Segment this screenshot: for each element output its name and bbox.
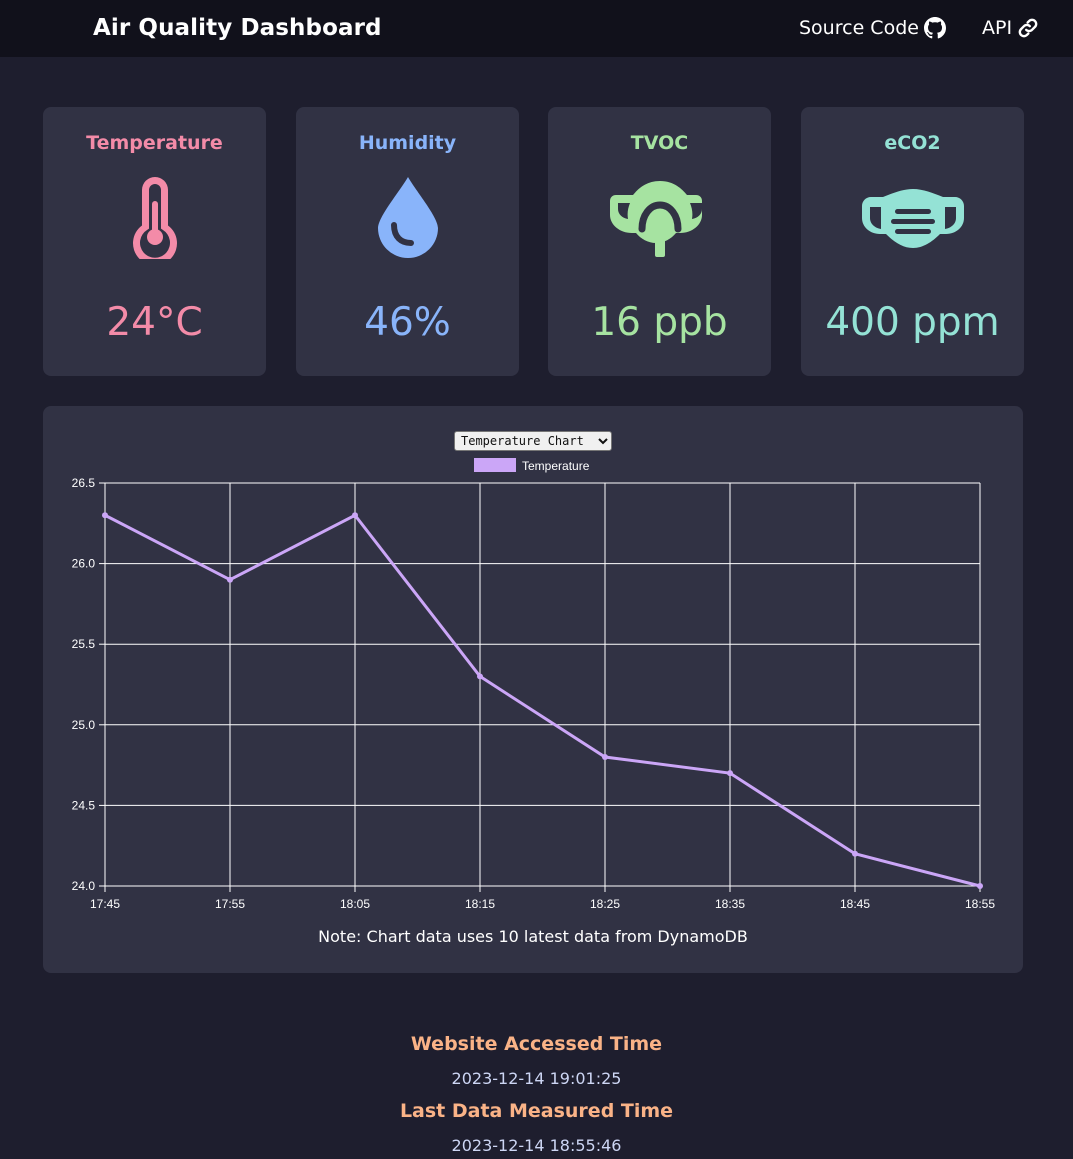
data-point (602, 754, 608, 761)
y-tick-label: 25.5 (72, 637, 96, 651)
x-tick-label: 18:05 (340, 897, 370, 911)
api-link[interactable]: API (982, 15, 1039, 41)
temperature-title: Temperature (86, 132, 223, 154)
y-tick-label: 25.0 (72, 718, 96, 732)
x-tick-label: 18:45 (840, 897, 870, 911)
temperature-value: 24°C (106, 300, 203, 345)
accessed-time-value: 2023-12-14 19:01:25 (451, 1069, 622, 1088)
tvoc-title: TVOC (630, 132, 689, 154)
mask-icon (801, 175, 1024, 259)
api-label: API (982, 17, 1013, 39)
x-tick-label: 18:25 (590, 897, 620, 911)
link-icon (1018, 18, 1038, 38)
eco2-card: eCO2 400 ppm (801, 107, 1024, 376)
x-tick-label: 18:15 (465, 897, 495, 911)
source-code-label: Source Code (799, 17, 919, 39)
data-point (852, 850, 858, 857)
chart-note: Note: Chart data uses 10 latest data fro… (318, 927, 748, 946)
source-code-link[interactable]: Source Code (799, 15, 946, 41)
github-icon (923, 17, 946, 39)
lungs-icon (548, 175, 771, 259)
x-tick-label: 18:55 (965, 897, 995, 911)
tvoc-card: TVOC 16 ppb (548, 107, 771, 376)
y-tick-label: 24.0 (72, 879, 96, 893)
temperature-chart: 26.5 26.0 25.5 25.0 24.5 24.0 17:45 17:55 18:05 1… (72, 458, 995, 911)
data-point (352, 512, 358, 519)
y-tick-label: 26.0 (72, 557, 96, 571)
navbar: Air Quality Dashboard Source Code API (0, 0, 1073, 57)
temperature-card: Temperature 24°C (43, 107, 266, 376)
data-point (102, 512, 108, 519)
droplet-icon (296, 175, 519, 259)
data-point (977, 883, 983, 889)
series-line (104, 513, 981, 888)
chart-card: 26.5 26.0 25.5 25.0 24.5 24.0 17:45 17:55 18:05 1… (43, 406, 1023, 973)
measured-time-value: 2023-12-14 18:55:46 (451, 1136, 622, 1155)
data-point (477, 673, 483, 680)
x-tick-label: 17:45 (90, 897, 120, 911)
measured-time-title: Last Data Measured Time (399, 1100, 674, 1122)
humidity-title: Humidity (358, 132, 457, 154)
x-tick-label: 17:55 (215, 897, 245, 911)
humidity-card: Humidity 46% (296, 107, 519, 376)
humidity-value: 46% (364, 300, 451, 345)
data-point (727, 770, 733, 777)
thermometer-icon (43, 175, 266, 259)
x-tick-label: 18:35 (715, 897, 745, 911)
eco2-value: 400 ppm (825, 300, 1000, 345)
accessed-time-title: Website Accessed Time (410, 1033, 663, 1055)
brand-title[interactable]: Air Quality Dashboard (93, 15, 382, 41)
y-tick-label: 26.5 (72, 476, 96, 490)
y-tick-label: 24.5 (72, 798, 96, 812)
chart-select[interactable]: Temperature Chart (454, 431, 612, 451)
eco2-title: eCO2 (884, 132, 941, 154)
tvoc-value: 16 ppb (591, 300, 728, 345)
legend-swatch (474, 458, 516, 472)
data-point (227, 576, 233, 583)
legend-label: Temperature (522, 459, 590, 473)
